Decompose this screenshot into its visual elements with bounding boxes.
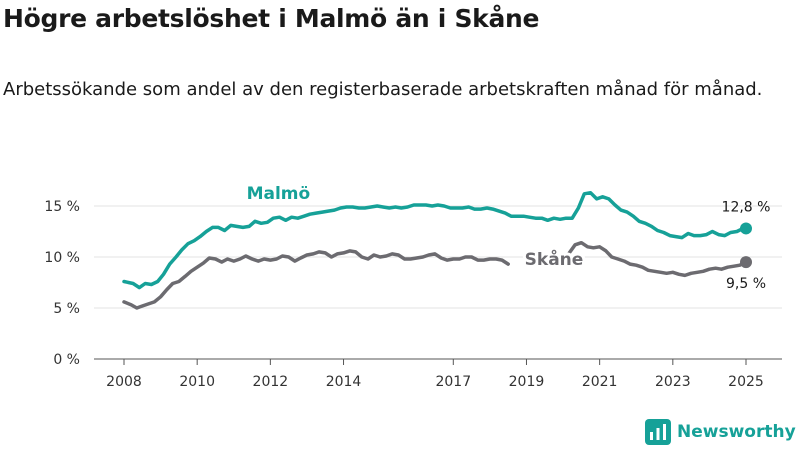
- x-axis: 2008 2010 2012 2014 2017 2019 2021 2023 2025: [94, 358, 782, 390]
- y-axis: 0 % 5 % 10 % 15 %: [44, 199, 80, 368]
- series-line-1: [122, 240, 748, 310]
- series-end-label: 9,5 %: [726, 276, 766, 292]
- y-tick-label: 0 %: [53, 352, 80, 368]
- series-name-label: Skåne: [525, 248, 584, 270]
- series-end-marker: [740, 256, 752, 269]
- y-tick-label: 15 %: [44, 199, 80, 215]
- series-lines: [122, 190, 752, 310]
- x-tick-label: 2019: [509, 374, 545, 390]
- x-tick-label: 2012: [253, 374, 289, 390]
- brand-logo: Newsworthy: [645, 418, 796, 446]
- series-name-halo: Malmö: [247, 184, 311, 204]
- x-tick-label: 2008: [106, 374, 142, 390]
- chart-title: Högre arbetslöshet i Malmö än i Skåne: [3, 4, 540, 33]
- series-end-label: 12,8 %: [722, 199, 771, 215]
- y-tick-label: 10 %: [44, 250, 80, 266]
- chart-subtitle: Arbetssökande som andel av den registerb…: [3, 79, 763, 100]
- x-tick-label: 2017: [435, 374, 471, 390]
- x-tick-label: 2025: [728, 374, 764, 390]
- brand-name: Newsworthy: [677, 422, 796, 442]
- x-tick-label: 2010: [179, 374, 215, 390]
- series-name-label: Malmö: [247, 184, 311, 204]
- x-tick-label: 2014: [326, 374, 362, 390]
- x-tick-label: 2023: [655, 374, 691, 390]
- y-tick-label: 5 %: [53, 301, 80, 317]
- series-name-halo: Skåne: [525, 248, 584, 270]
- series-line-0: [122, 190, 748, 290]
- x-tick-label: 2021: [582, 374, 618, 390]
- gridlines: [94, 205, 782, 360]
- series-end-marker: [740, 222, 752, 235]
- newsworthy-logo-icon: [645, 419, 671, 445]
